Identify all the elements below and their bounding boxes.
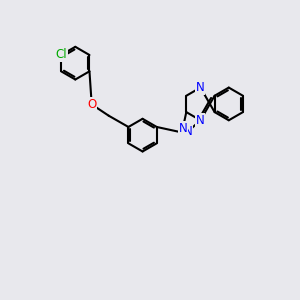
Text: N: N [196,114,205,127]
Text: O: O [87,98,96,111]
Text: Cl: Cl [55,49,67,62]
Text: N: N [196,81,205,94]
Text: N: N [184,125,193,138]
Text: N: N [178,122,187,135]
